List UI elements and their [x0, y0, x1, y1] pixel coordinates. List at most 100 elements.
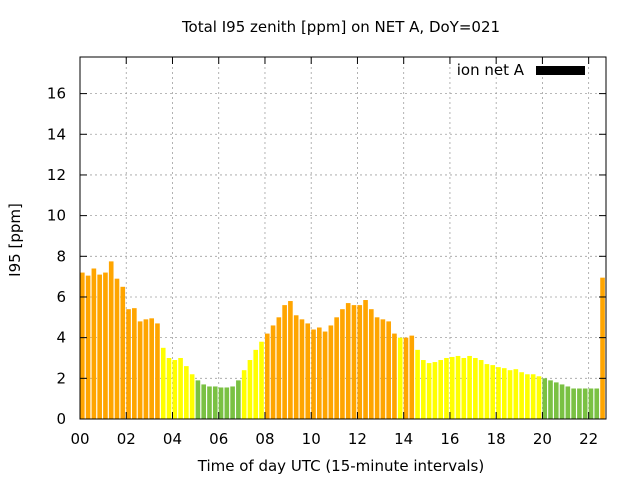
x-tick-label: 20	[533, 430, 552, 448]
bar	[212, 386, 218, 419]
legend: ion net A	[457, 61, 585, 79]
bar	[236, 380, 241, 419]
bar	[374, 317, 380, 419]
bar	[415, 349, 420, 419]
bar	[299, 319, 305, 419]
bar	[207, 386, 212, 419]
bar	[160, 347, 166, 419]
bar	[548, 380, 553, 419]
bar	[519, 372, 524, 419]
bar	[559, 384, 565, 419]
bar	[490, 365, 496, 419]
bar	[80, 272, 85, 419]
bar	[201, 384, 207, 419]
bar	[444, 357, 449, 419]
bar	[259, 341, 264, 419]
bar	[143, 319, 149, 419]
bar	[172, 360, 178, 419]
bar	[351, 305, 357, 419]
bar	[582, 388, 588, 419]
bar	[478, 360, 484, 419]
bar	[224, 387, 230, 419]
bar	[577, 388, 582, 419]
bar	[484, 364, 490, 419]
bar	[137, 321, 143, 419]
x-tick-label: 10	[302, 430, 321, 448]
bar	[241, 370, 247, 419]
x-tick-label: 14	[394, 430, 413, 448]
x-tick-label: 18	[487, 430, 506, 448]
bar	[513, 369, 519, 419]
x-axis-ticks: 00 02 04 06 08 10 12 14 16 18 20 22	[70, 57, 598, 448]
bar	[184, 366, 189, 419]
bar	[114, 278, 120, 419]
grid-lines	[80, 57, 606, 419]
bar	[438, 360, 443, 419]
bar	[270, 325, 276, 419]
y-tick-label: 8	[56, 247, 66, 265]
bar	[97, 274, 102, 419]
bar	[340, 309, 345, 419]
bar	[600, 277, 605, 419]
bar	[108, 261, 114, 419]
y-tick-label: 6	[56, 288, 66, 306]
bar	[455, 355, 461, 419]
bar	[467, 355, 472, 419]
bar	[264, 333, 270, 419]
x-axis-label: Time of day UTC (15-minute intervals)	[197, 457, 484, 475]
legend-swatch	[536, 66, 585, 75]
bar	[253, 349, 259, 419]
x-tick-label: 22	[579, 430, 598, 448]
bar	[345, 303, 351, 419]
x-tick-label: 08	[255, 430, 274, 448]
bar	[397, 337, 403, 419]
bar	[126, 309, 131, 419]
bar	[507, 370, 513, 419]
bar	[189, 374, 195, 419]
bar	[421, 360, 426, 419]
bar	[380, 319, 386, 419]
y-tick-label: 10	[47, 207, 66, 225]
bar	[594, 388, 600, 419]
bar	[149, 318, 154, 419]
bar	[588, 388, 594, 419]
y-tick-label: 0	[56, 410, 66, 428]
bar	[426, 363, 432, 419]
bar	[501, 368, 507, 419]
bar	[91, 268, 97, 419]
chart-title: Total I95 zenith [ppm] on NET A, DoY=021	[181, 18, 500, 36]
y-tick-label: 16	[47, 85, 66, 103]
bar	[496, 367, 501, 419]
bar	[166, 357, 172, 419]
bar	[132, 308, 137, 419]
bar	[409, 335, 415, 419]
bar	[195, 380, 201, 419]
bar	[316, 327, 322, 419]
bar	[357, 305, 363, 419]
bar	[565, 386, 571, 419]
bar	[120, 286, 126, 419]
x-tick-label: 06	[209, 430, 228, 448]
plot-border	[79, 56, 607, 420]
bar	[247, 360, 253, 419]
bar	[571, 388, 576, 419]
bar	[363, 300, 368, 419]
x-tick-label: 04	[163, 430, 182, 448]
y-tick-label: 12	[47, 166, 66, 184]
bar	[386, 321, 391, 419]
y-tick-label: 4	[56, 329, 66, 347]
bars-group	[80, 261, 605, 419]
bar	[369, 309, 374, 419]
bar	[328, 325, 334, 419]
bar	[322, 331, 328, 419]
y-axis-label: I95 [ppm]	[6, 203, 24, 277]
bar	[525, 374, 530, 419]
y-tick-label: 14	[47, 125, 66, 143]
bar	[276, 317, 282, 419]
bar	[392, 333, 397, 419]
bar	[288, 301, 293, 419]
bar	[536, 376, 542, 419]
bar	[218, 387, 224, 419]
bar	[432, 362, 438, 419]
